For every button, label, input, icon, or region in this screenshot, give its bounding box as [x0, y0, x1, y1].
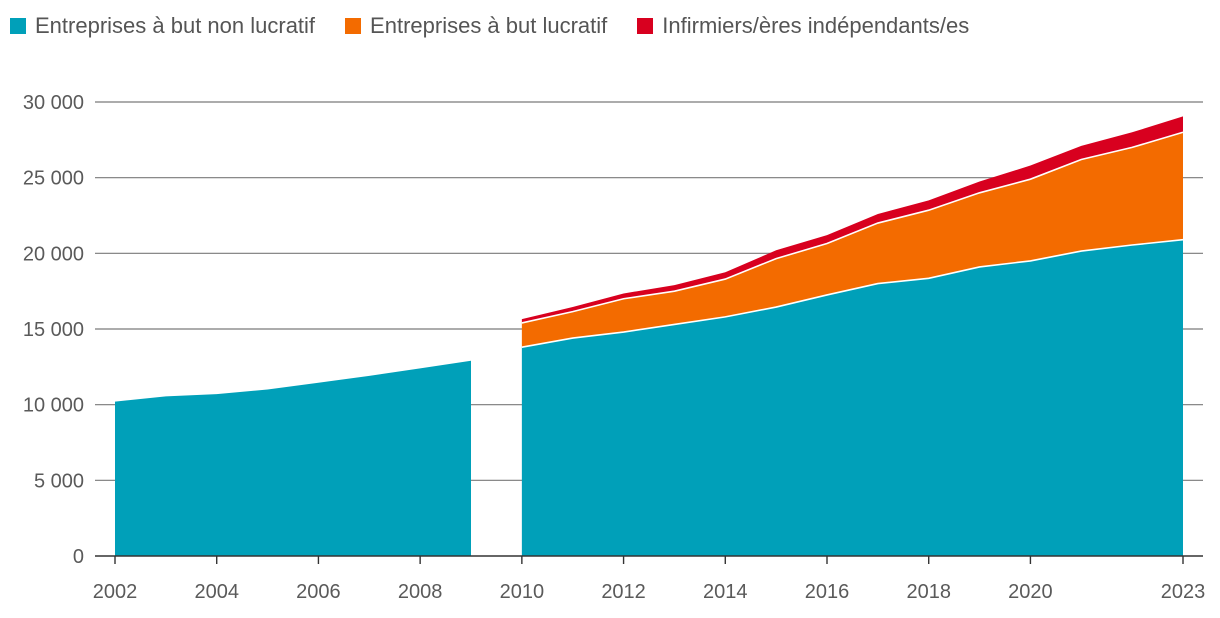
x-tick-label: 2014: [703, 581, 748, 603]
x-tick-label: 2023: [1161, 581, 1206, 603]
x-tick-label: 2004: [194, 581, 239, 603]
area-entreprises-a-but-non-lucratif-segment-2: [521, 239, 1183, 556]
legend-item-independent-nurses: Infirmiers/ères indépendants/es: [637, 13, 969, 39]
legend-swatch-non-profit: [10, 18, 26, 34]
x-tick-label: 2020: [1008, 581, 1053, 603]
boundary-entreprises-a-but-non-lucratif-segment-2: [521, 238, 1184, 348]
legend-item-non-profit: Entreprises à but non lucratif: [10, 13, 315, 39]
y-tick-label: 5 000: [34, 470, 84, 492]
y-tick-label: 15 000: [23, 319, 84, 341]
legend-label-independent-nurses: Infirmiers/ères indépendants/es: [662, 13, 970, 38]
x-tick-label: 2012: [601, 581, 646, 603]
y-tick-label: 20 000: [23, 243, 84, 265]
y-tick-label: 30 000: [23, 92, 84, 114]
y-tick-label: 0: [73, 546, 84, 568]
area-infirmiers-eres-independants-es-segment-2: [521, 116, 1183, 323]
x-tick-label: 2010: [500, 581, 545, 603]
y-tick-label: 10 000: [23, 395, 84, 417]
legend: Entreprises à but non lucratif Entrepris…: [10, 10, 969, 42]
area-entreprises-a-but-non-lucratif-segment-1: [115, 360, 471, 556]
x-tick-label: 2008: [398, 581, 443, 603]
x-tick-label: 2016: [805, 581, 850, 603]
area-entreprises-a-but-lucratif-segment-2: [521, 132, 1183, 348]
x-tick-label: 2018: [906, 581, 951, 603]
legend-item-for-profit: Entreprises à but lucratif: [345, 13, 607, 39]
x-tick-label: 2006: [296, 581, 341, 603]
legend-label-for-profit: Entreprises à but lucratif: [370, 13, 608, 38]
area-series: [115, 116, 1184, 556]
legend-swatch-for-profit: [345, 18, 362, 34]
axes: 0 5 000 10 000 15 000 20 000 25 000 30 000 2002…: [23, 92, 1205, 603]
legend-label-non-profit: Entreprises à but non lucratif: [35, 13, 316, 38]
x-tick-label: 2002: [93, 581, 138, 603]
y-tick-label: 25 000: [23, 168, 84, 190]
boundary-entreprises-a-but-lucratif-segment-2: [521, 131, 1184, 324]
legend-swatch-independent-nurses: [637, 18, 654, 34]
